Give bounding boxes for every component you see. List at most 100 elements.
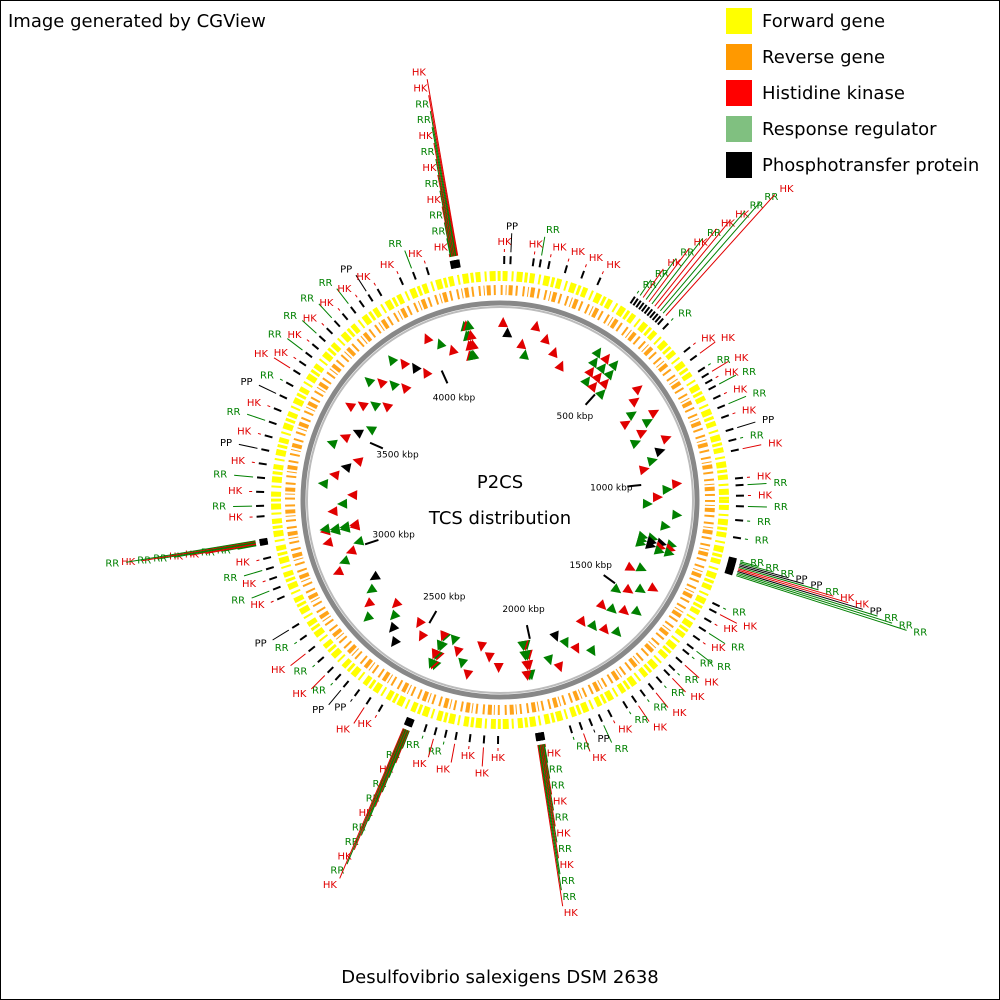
feature-line [243, 570, 263, 577]
feature-label: HK [236, 557, 251, 568]
feature-label: RR [562, 892, 576, 903]
feature-tick [730, 448, 739, 453]
feature-line [429, 111, 457, 256]
feature-tick [728, 438, 737, 443]
reverse-gene-track [285, 285, 715, 715]
feature-line [584, 264, 587, 268]
feature-label: RR [275, 643, 289, 654]
center-title: P2CS [477, 472, 523, 493]
feature-line [353, 707, 365, 724]
tcs-marker [329, 523, 341, 534]
tcs-marker [431, 648, 441, 660]
feature-label: RR [717, 355, 731, 366]
feature-line [603, 725, 613, 743]
ruler-label: 2000 kbp [502, 605, 545, 615]
feature-label: HK [768, 438, 783, 449]
feature-line [655, 692, 669, 708]
feature-label: HK [840, 593, 855, 604]
feature-tick [701, 372, 710, 379]
tcs-marker [641, 419, 653, 429]
feature-tick [663, 668, 671, 677]
feature-label: RR [212, 502, 226, 513]
feature-label: HK [412, 759, 427, 770]
feature-label: RR [415, 99, 429, 110]
tcs-marker [660, 435, 672, 445]
feature-label: RR [105, 558, 119, 569]
feature-label: HK [337, 284, 352, 295]
feature-label: HK [380, 260, 395, 271]
legend-label: Phosphotransfer protein [762, 155, 979, 176]
feature-tick [708, 608, 717, 614]
feature-tick [269, 576, 278, 581]
feature-line [714, 623, 718, 627]
feature-tick [632, 298, 639, 306]
feature-label: HK [413, 83, 428, 94]
tcs-marker [610, 626, 622, 637]
feature-line [353, 728, 406, 851]
feature-tick [607, 709, 613, 718]
feature-label: HK [672, 708, 687, 719]
tcs-marker [437, 338, 447, 350]
feature-tick [639, 689, 646, 697]
feature-tick [689, 354, 698, 362]
tcs-marker [575, 615, 586, 627]
tcs-marker [631, 385, 643, 396]
feature-tick [256, 476, 266, 480]
legend-swatch [726, 44, 752, 70]
tcs-marker [608, 360, 619, 372]
feature-label: RR [884, 613, 898, 624]
feature-tick [412, 271, 417, 280]
feature-tick [655, 676, 663, 684]
ruler-tick [440, 370, 449, 384]
feature-label: HK [553, 796, 568, 807]
feature-label: PP [795, 575, 807, 586]
feature-line [238, 443, 258, 449]
tcs-marker [662, 484, 673, 495]
tcs-marker [412, 362, 422, 374]
tcs-marker [595, 363, 606, 375]
feature-line [439, 190, 454, 257]
tcs-marker [389, 621, 400, 633]
feature-tick [299, 634, 308, 641]
tcs-marker [634, 583, 646, 594]
feature-tick [727, 559, 737, 564]
tcs-marker [352, 429, 364, 439]
feature-line [328, 689, 342, 706]
feature-tick [686, 643, 694, 650]
feature-tick [457, 259, 461, 268]
feature-tick [353, 688, 361, 697]
feature-line [433, 142, 456, 257]
tcs-marker [327, 506, 338, 517]
feature-line [723, 392, 728, 395]
feature-tick [649, 310, 656, 319]
backbone [300, 300, 700, 700]
tcs-marker [363, 611, 375, 622]
tcs-marker [587, 381, 598, 393]
feature-tick [292, 369, 301, 376]
feature-label: RR [653, 702, 667, 713]
tcs-marker [466, 329, 477, 341]
feature-line [736, 572, 878, 617]
feature-tick [727, 560, 736, 565]
feature-label: HK [287, 330, 302, 341]
feature-line [374, 714, 378, 718]
feature-line [738, 566, 819, 591]
feature-line [221, 544, 257, 552]
feature-tick [276, 595, 285, 601]
tcs-marker [391, 597, 403, 609]
tcs-marker [663, 547, 675, 557]
tcs-marker [653, 545, 665, 555]
feature-tick [641, 304, 648, 312]
feature-line [740, 436, 744, 439]
feature-label: HK [606, 260, 621, 271]
feature-tick [630, 695, 638, 703]
feature-label: PP [870, 606, 882, 617]
feature-label: HK [693, 238, 708, 249]
feature-label: RR [558, 844, 572, 855]
feature-tick [711, 601, 721, 608]
feature-tick [263, 556, 272, 560]
tcs-marker [340, 463, 352, 473]
feature-line [421, 735, 424, 739]
tcs-marker [586, 645, 596, 657]
feature-label: HK [564, 908, 579, 919]
